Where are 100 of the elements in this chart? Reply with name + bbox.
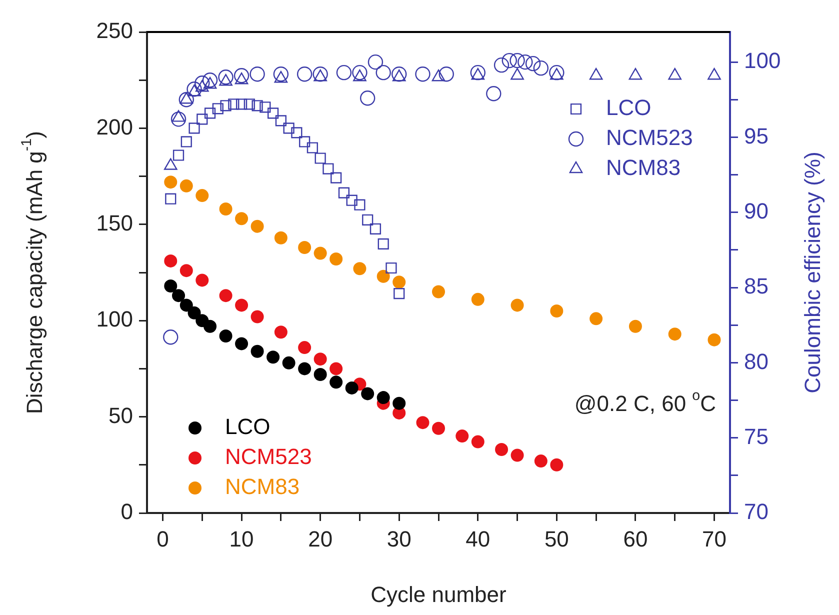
point bbox=[432, 422, 445, 435]
point bbox=[510, 52, 525, 68]
point bbox=[525, 56, 541, 72]
x-tick-label: 10 bbox=[229, 526, 254, 552]
point bbox=[330, 252, 343, 266]
point bbox=[299, 136, 310, 148]
point bbox=[628, 320, 642, 333]
x-tick-label: 70 bbox=[702, 526, 726, 552]
point bbox=[392, 276, 406, 289]
point bbox=[376, 270, 390, 283]
point bbox=[219, 289, 232, 302]
point bbox=[235, 212, 248, 226]
y-tick-label: 0 bbox=[120, 499, 133, 524]
point bbox=[250, 66, 265, 82]
point bbox=[378, 238, 389, 250]
point bbox=[471, 435, 484, 448]
point bbox=[470, 64, 486, 80]
point bbox=[345, 381, 358, 394]
point bbox=[163, 330, 178, 345]
y-tick-label: 200 bbox=[96, 114, 133, 140]
point bbox=[502, 52, 518, 68]
point bbox=[330, 362, 343, 376]
point bbox=[194, 76, 210, 91]
point bbox=[668, 328, 682, 341]
point bbox=[274, 231, 288, 244]
point bbox=[368, 54, 384, 70]
point bbox=[510, 298, 524, 312]
x-tick-label: 20 bbox=[308, 526, 333, 552]
x-tick-label: 60 bbox=[623, 526, 648, 552]
point bbox=[180, 298, 193, 312]
point bbox=[219, 202, 232, 216]
x-tick-label: 40 bbox=[466, 526, 490, 552]
point bbox=[312, 66, 328, 82]
y-tick-label: 250 bbox=[96, 18, 133, 44]
point bbox=[212, 103, 224, 114]
point bbox=[165, 193, 176, 204]
point bbox=[252, 100, 263, 112]
point bbox=[362, 214, 374, 226]
point bbox=[298, 240, 312, 254]
point bbox=[550, 458, 564, 472]
point bbox=[188, 122, 200, 134]
point bbox=[218, 69, 234, 85]
point bbox=[510, 448, 524, 462]
point bbox=[283, 122, 294, 134]
x-tick-label: 30 bbox=[386, 526, 412, 552]
point bbox=[196, 114, 208, 125]
point bbox=[234, 68, 250, 84]
point bbox=[550, 304, 564, 318]
point bbox=[244, 98, 255, 110]
y2-tick-label: 95 bbox=[744, 123, 768, 148]
point bbox=[330, 172, 342, 184]
legend-label: LCO bbox=[606, 95, 652, 120]
point bbox=[180, 136, 192, 148]
point bbox=[172, 289, 186, 302]
point bbox=[394, 288, 405, 300]
point bbox=[186, 82, 202, 97]
y2-axis-title: Coulombic efficiency (%) bbox=[800, 152, 826, 394]
point bbox=[486, 86, 502, 102]
point bbox=[228, 98, 240, 110]
point bbox=[268, 108, 279, 119]
point bbox=[376, 64, 391, 80]
legend-label: LCO bbox=[225, 414, 270, 440]
point bbox=[282, 356, 296, 370]
point bbox=[471, 292, 484, 306]
point bbox=[353, 262, 366, 276]
y-tick-label: 50 bbox=[108, 402, 133, 428]
y-axis-title: Discharge capacity (mAh g-1) bbox=[19, 131, 48, 414]
point bbox=[180, 264, 193, 278]
point bbox=[250, 344, 264, 358]
point bbox=[275, 115, 286, 126]
point bbox=[250, 310, 264, 324]
x-axis-title: Cycle number bbox=[370, 582, 506, 608]
point bbox=[235, 337, 248, 350]
point bbox=[180, 179, 193, 192]
legend-label: NCM83 bbox=[606, 155, 681, 180]
point bbox=[296, 66, 312, 82]
x-tick-label: 50 bbox=[544, 526, 569, 552]
point bbox=[298, 341, 312, 354]
point bbox=[346, 194, 358, 206]
point bbox=[370, 223, 382, 234]
point bbox=[220, 100, 232, 112]
point bbox=[354, 199, 366, 210]
point bbox=[549, 64, 564, 80]
point bbox=[204, 320, 217, 333]
point bbox=[590, 312, 603, 326]
y2-tick-label: 90 bbox=[744, 198, 768, 224]
y-tick-label: 100 bbox=[96, 306, 133, 332]
point bbox=[273, 66, 289, 82]
y2-tick-label: 70 bbox=[744, 499, 768, 524]
point bbox=[196, 274, 209, 287]
point bbox=[178, 92, 194, 108]
point bbox=[188, 306, 201, 320]
point bbox=[314, 152, 326, 164]
point bbox=[456, 430, 469, 443]
legend-label: NCM83 bbox=[225, 474, 300, 500]
y2-tick-label: 100 bbox=[744, 48, 781, 74]
point bbox=[361, 387, 374, 400]
y2-tick-label: 75 bbox=[744, 424, 768, 449]
point bbox=[416, 416, 430, 430]
point bbox=[164, 176, 178, 189]
